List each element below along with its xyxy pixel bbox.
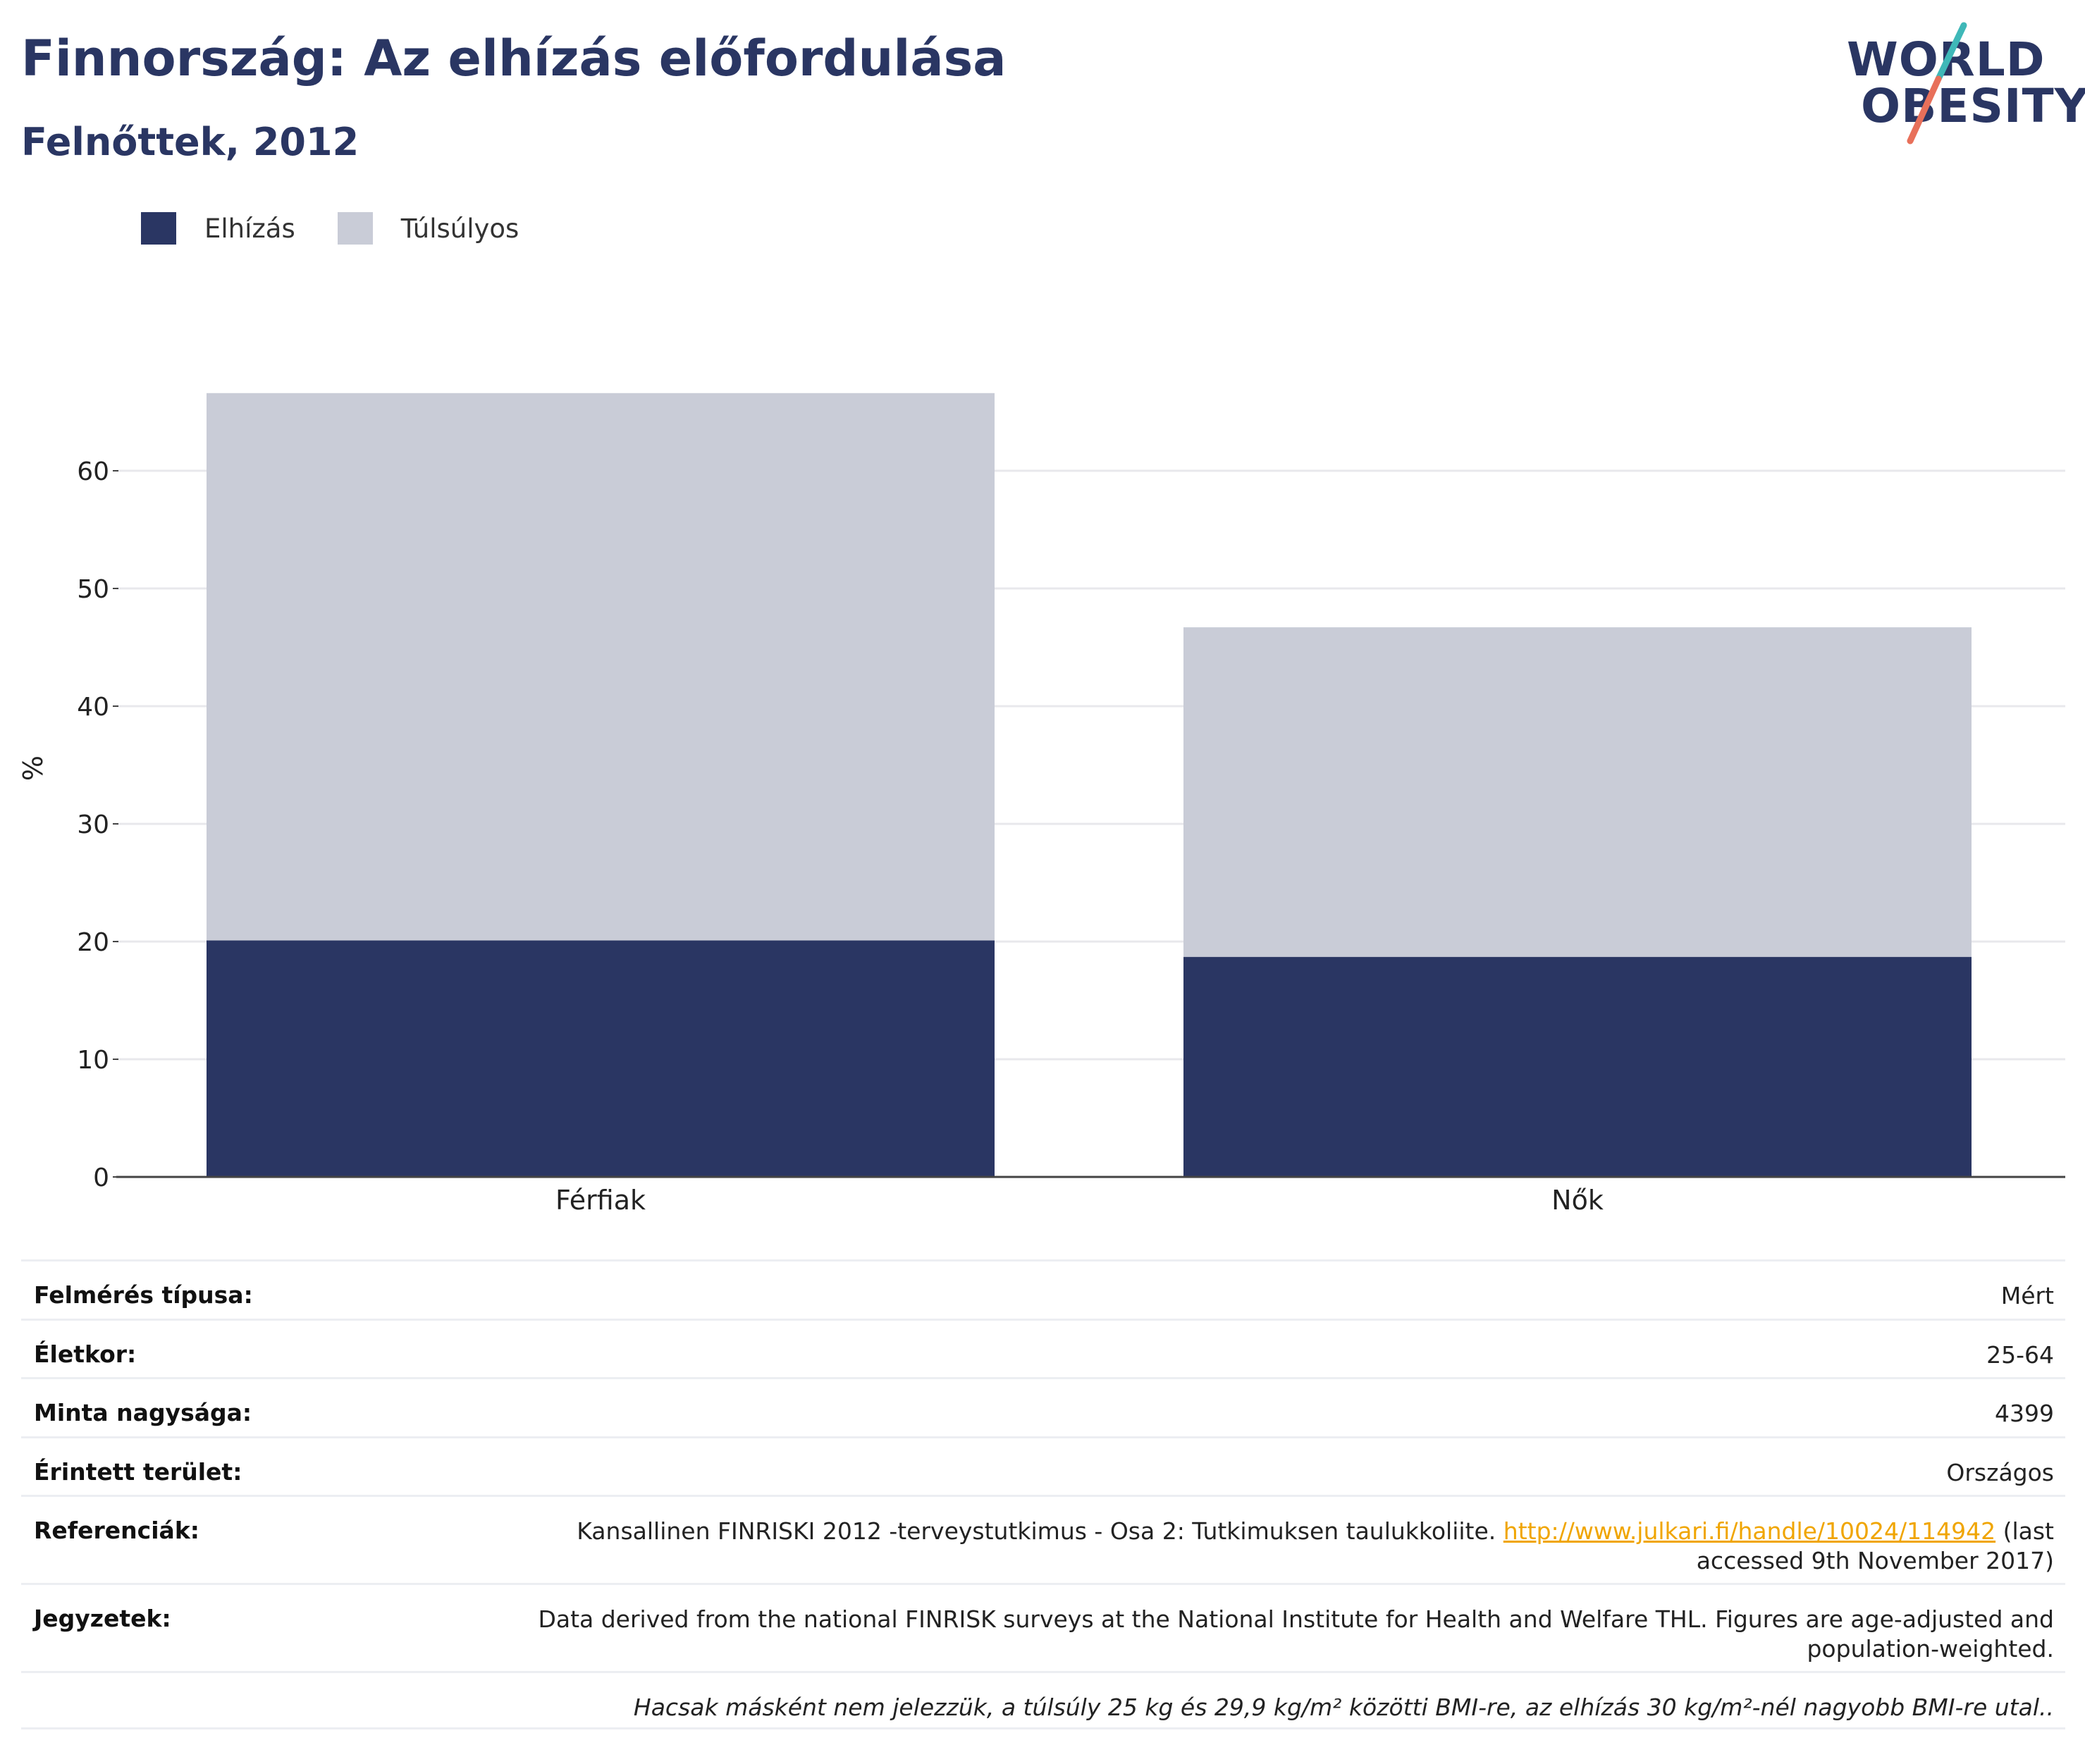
legend-item-overweight[interactable]: Túlsúlyos <box>337 212 519 245</box>
x-tick-label: Nők <box>1551 1185 1604 1216</box>
x-tick-label: Férfiak <box>555 1185 646 1216</box>
reference-access-text: (last accessed 9th November 2017) <box>1696 1517 2054 1574</box>
y-axis-label: % <box>18 755 49 781</box>
legend-item-obesity[interactable]: Elhízás <box>141 212 295 245</box>
bar-overweight-1 <box>1183 627 1972 957</box>
table-row-references: Referenciák: Kansallinen FINRISKI 2012 -… <box>21 1495 2065 1583</box>
legend-swatch-obesity <box>141 212 176 245</box>
bar-chart: 0 10 20 30 40 50 60% Férfiak Nők <box>18 393 2065 1216</box>
y-tick-label: 30 <box>77 810 109 839</box>
table-key: Életkor: <box>34 1340 137 1368</box>
y-tick-label: 50 <box>77 575 109 604</box>
reference-link[interactable]: http://www.julkari.fi/handle/10024/11494… <box>1503 1517 1996 1545</box>
table-value: Kansallinen FINRISKI 2012 -terveystutkim… <box>468 1517 2054 1576</box>
logo-line-2: OBESITY <box>1861 79 2085 133</box>
world-obesity-logo: WORLD OBESITY <box>1833 21 2085 148</box>
table-key: Érintett terület: <box>34 1458 242 1486</box>
table-key: Referenciák: <box>34 1517 199 1544</box>
bar-obesity-1 <box>1183 956 1972 1177</box>
table-row-area: Érintett terület: Országos <box>21 1436 2065 1495</box>
y-tick-label: 0 <box>93 1164 109 1192</box>
y-tick-label: 20 <box>77 928 109 957</box>
table-row-age: Életkor: 25-64 <box>21 1319 2065 1377</box>
bar-obesity-0 <box>207 940 995 1177</box>
bar-overweight-0 <box>207 393 995 941</box>
table-value: 25-64 <box>1986 1341 2054 1369</box>
legend-label-overweight: Túlsúlyos <box>400 213 519 244</box>
logo-slash-icon <box>1907 22 1967 144</box>
table-row-survey-type: Felmérés típusa: Mért <box>21 1259 2065 1319</box>
chart-subtitle: Felnőttek, 2012 <box>21 120 359 164</box>
table-value: 4399 <box>1995 1400 2054 1427</box>
legend-label-obesity: Elhízás <box>204 213 295 244</box>
table-value: Data derived from the national FINRISK s… <box>538 1605 2054 1663</box>
table-key: Jegyzetek: <box>34 1605 171 1632</box>
footnote-text: Hacsak másként nem jelezzük, a túlsúly 2… <box>633 1694 2054 1721</box>
legend-swatch-overweight <box>337 212 373 245</box>
reference-text: Kansallinen FINRISKI 2012 -terveystutkim… <box>577 1517 1503 1545</box>
chart-title: Finnország: Az elhízás előfordulása <box>21 30 1007 87</box>
table-key: Felmérés típusa: <box>34 1281 253 1309</box>
table-row-notes: Jegyzetek: Data derived from the nationa… <box>21 1583 2065 1671</box>
table-key: Minta nagysága: <box>34 1399 252 1426</box>
metadata-table: Felmérés típusa: Mért Életkor: 25-64 Min… <box>21 1259 2065 1729</box>
y-tick-label: 60 <box>77 457 109 486</box>
table-row-footnote: Hacsak másként nem jelezzük, a túlsúly 2… <box>21 1671 2065 1729</box>
table-value: Mért <box>2000 1282 2054 1309</box>
y-tick-label: 40 <box>77 693 109 722</box>
table-value: Országos <box>1946 1459 2054 1486</box>
table-row-sample-size: Minta nagysága: 4399 <box>21 1377 2065 1436</box>
chart-legend: Elhízás Túlsúlyos <box>141 209 561 248</box>
y-tick-label: 10 <box>77 1046 109 1075</box>
